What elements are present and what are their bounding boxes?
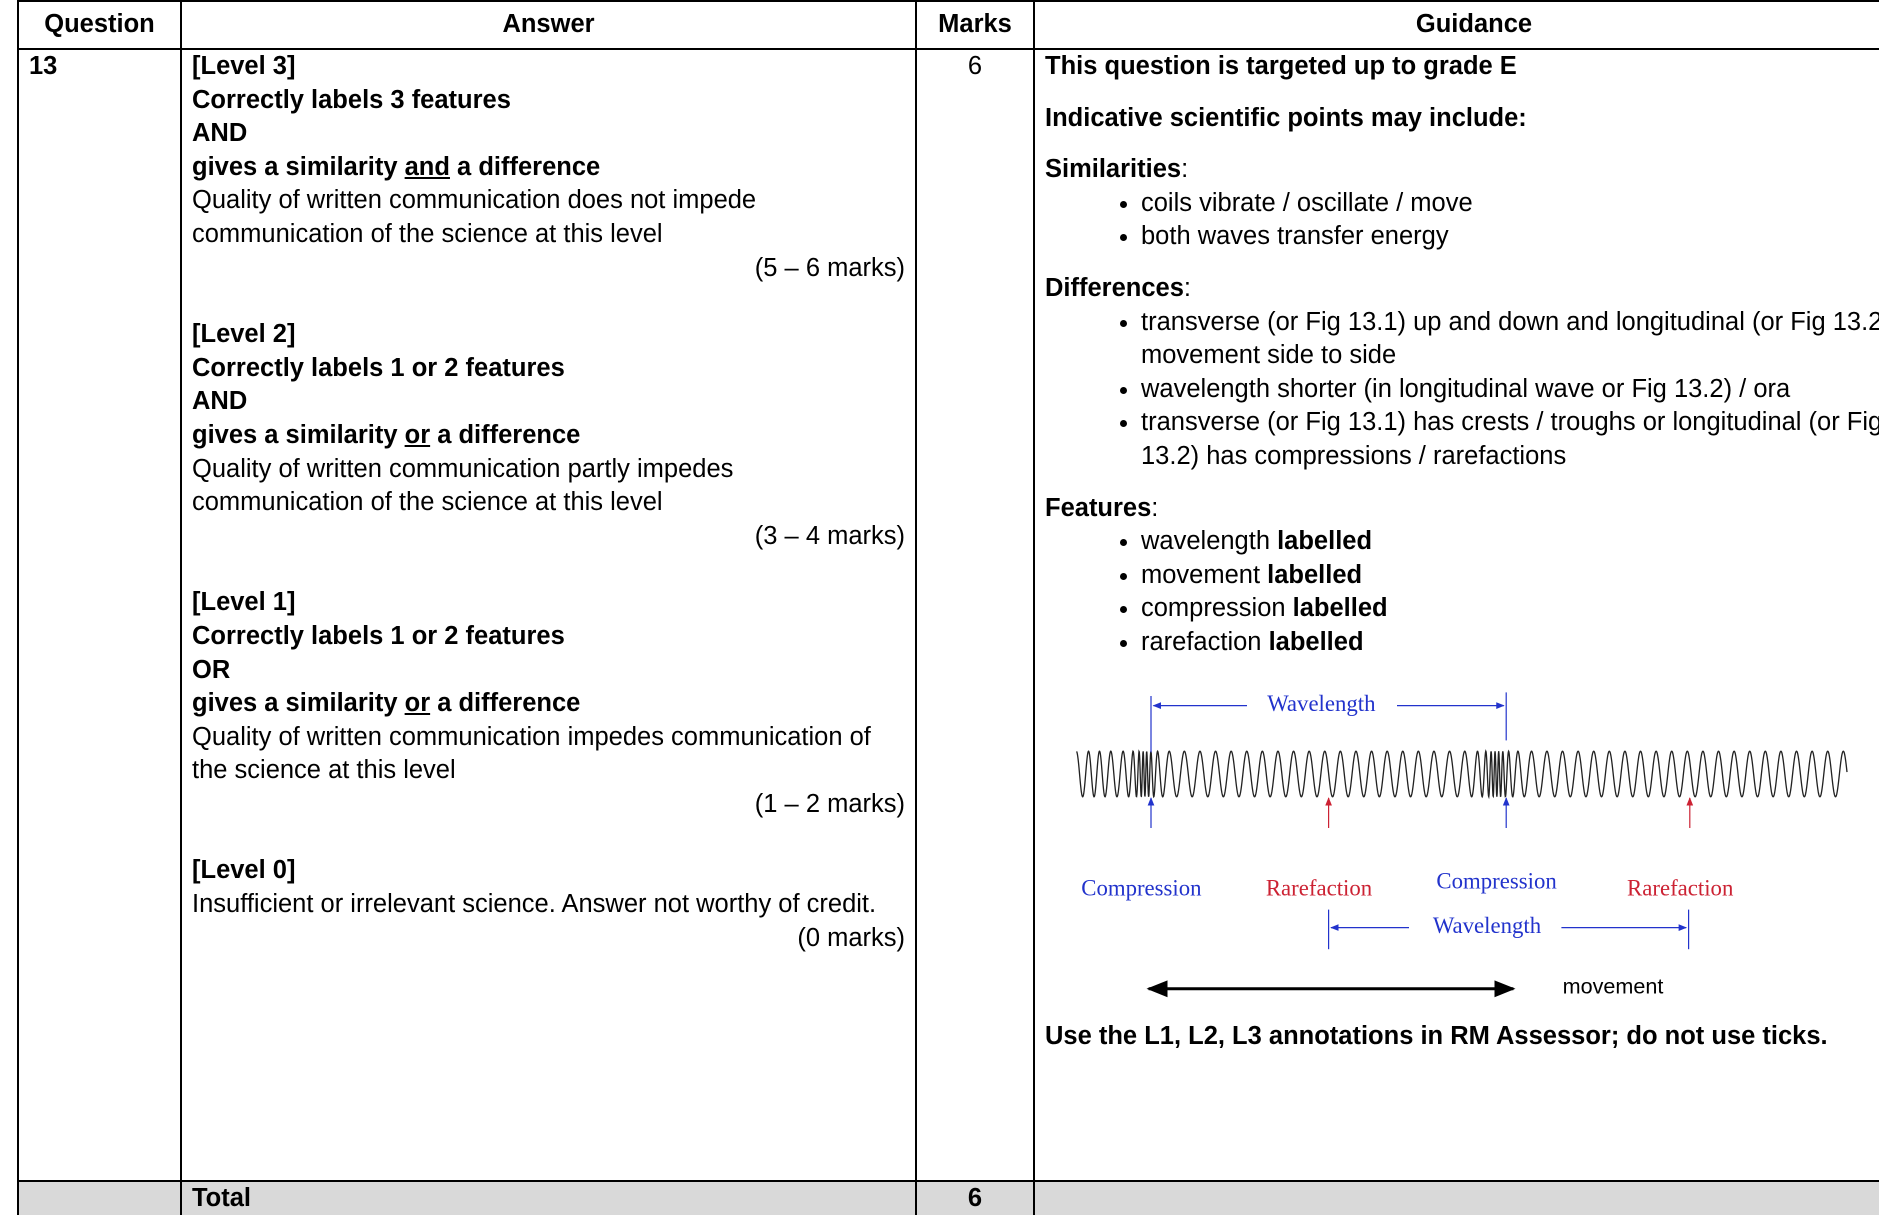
section-heading-suffix: : <box>1183 273 1191 302</box>
list-item: movement labelled <box>1141 559 1879 593</box>
criterion-text: gives a similarity <box>192 420 405 449</box>
level-criterion: Correctly labels 1 or 2 features <box>192 621 565 650</box>
header-cell: Question <box>17 0 182 50</box>
level-criterion: AND <box>192 387 248 416</box>
item-text: wavelength shorter (in longitudinal wave… <box>1141 374 1791 403</box>
level-criterion: gives a similarity or a difference <box>192 687 905 721</box>
level-description: Quality of written communication impedes… <box>192 722 871 785</box>
answer-cell: [Level 3] Correctly labels 3 features AND g… <box>180 48 917 1182</box>
criterion-text: gives a similarity <box>192 689 405 718</box>
section-list: transverse (or Fig 13.1) up and down and… <box>1045 306 1879 474</box>
guidance-target: This question is targeted up to grade E <box>1045 52 1517 80</box>
section-list: coils vibrate / oscillate / move both wav… <box>1045 187 1879 254</box>
level-title: [Level 0] <box>192 856 296 885</box>
level-criterion: Correctly labels 1 or 2 features <box>192 353 565 382</box>
rarefaction-label: Rarefaction <box>1266 875 1373 900</box>
item-text: transverse (or Fig 13.1) has crests / tr… <box>1141 408 1879 470</box>
item-text: rarefaction <box>1141 627 1269 656</box>
wavelength-label: Wavelength <box>1267 690 1376 715</box>
question-row: 13 [Level 3] Correctly labels 3 features A… <box>17 48 1879 1182</box>
criterion-underlined: or <box>404 689 431 718</box>
list-item: wavelength shorter (in longitudinal wave… <box>1141 373 1879 407</box>
header-row: Question Answer Marks Guidance <box>17 0 1879 50</box>
total-empty-cell <box>1033 1180 1879 1215</box>
section-heading-suffix: : <box>1181 155 1189 184</box>
level-criterion: gives a similarity or a difference <box>192 419 905 453</box>
total-row: Total 6 <box>17 1180 1879 1215</box>
movement-label: movement <box>1563 973 1664 998</box>
list-item: transverse (or Fig 13.1) has crests / tr… <box>1141 406 1879 473</box>
criterion-underlined: or <box>404 420 431 449</box>
rarefaction-label: Rarefaction <box>1627 875 1734 900</box>
total-empty-cell <box>17 1180 182 1215</box>
section-heading-suffix: : <box>1151 493 1159 522</box>
item-text: coils vibrate / oscillate / move <box>1141 188 1473 217</box>
item-text: movement <box>1141 560 1268 589</box>
level-description: Quality of written communication does no… <box>192 186 757 248</box>
compression-label: Compression <box>1081 875 1202 900</box>
total-marks: 6 <box>915 1180 1035 1215</box>
marks-cell: 6 <box>915 48 1035 1182</box>
wavelength-label: Wavelength <box>1433 912 1542 937</box>
section-heading-text: Features <box>1045 493 1152 522</box>
level-block: [Level 2] Correctly labels 1 or 2 feature… <box>192 318 905 553</box>
section-heading: Similarities: <box>1045 153 1879 187</box>
question-cell: 13 <box>17 48 182 1182</box>
wave <box>1075 748 1848 799</box>
section-heading-text: Similarities <box>1045 155 1182 184</box>
level-block: [Level 0] Insufficient or irrelevant scie… <box>192 854 905 955</box>
section-heading-text: Differences <box>1045 273 1184 302</box>
item-text: compression <box>1141 594 1293 623</box>
item-text: wavelength <box>1141 527 1278 556</box>
level-block: [Level 1] Correctly labels 1 or 2 feature… <box>192 586 905 821</box>
item-bold: labelled <box>1268 627 1364 656</box>
item-text: both waves transfer energy <box>1141 222 1449 251</box>
level-marks: (3 – 4 marks) <box>754 521 905 550</box>
criterion-text: a difference <box>430 689 581 718</box>
level-title: [Level 1] <box>192 588 296 617</box>
item-text: transverse (or Fig 13.1) up and down and… <box>1141 307 1879 370</box>
list-item: coils vibrate / oscillate / move <box>1141 187 1879 221</box>
header-cell: Answer <box>180 0 917 50</box>
list-item: rarefaction labelled <box>1141 626 1879 660</box>
level-criterion: gives a similarity and a difference <box>192 151 905 185</box>
criterion-text: gives a similarity <box>192 152 405 181</box>
compression-label: Compression <box>1436 868 1557 893</box>
criterion-text: a difference <box>430 420 581 449</box>
list-item: transverse (or Fig 13.1) up and down and… <box>1141 306 1879 373</box>
level-criterion: AND <box>192 119 248 148</box>
level-description: Quality of written communication partly … <box>192 454 734 517</box>
guidance-footer: Use the L1, L2, L3 annotations in RM Ass… <box>1045 1021 1828 1050</box>
section-list: wavelength labelledmovement labelledcomp… <box>1045 525 1879 659</box>
total-label: Total <box>180 1180 917 1215</box>
level-description: Insufficient or irrelevant science. Answ… <box>192 890 877 919</box>
criterion-text: a difference <box>449 152 601 181</box>
level-block: [Level 3] Correctly labels 3 features AND g… <box>192 50 905 285</box>
header-cell: Marks <box>915 0 1035 50</box>
wave-diagram: Wavelength Compression Rarefaction Compress… <box>1075 690 1848 998</box>
list-item: both waves transfer energy <box>1141 220 1879 254</box>
level-marks: (1 – 2 marks) <box>754 789 905 818</box>
header-cell: Guidance <box>1033 0 1879 50</box>
level-criterion: OR <box>192 655 231 684</box>
level-title: [Level 2] <box>192 320 296 349</box>
level-marks: (0 marks) <box>797 923 905 952</box>
guidance-cell: This question is targeted up to grade E I… <box>1033 48 1879 1182</box>
level-criterion: Correctly labels 3 features <box>192 85 511 114</box>
item-bold: labelled <box>1277 527 1373 556</box>
level-marks: (5 – 6 marks) <box>754 253 905 282</box>
list-item: wavelength labelled <box>1141 525 1879 559</box>
section-heading: Features: <box>1045 492 1879 526</box>
list-item: compression labelled <box>1141 592 1879 626</box>
level-title: [Level 3] <box>192 52 296 80</box>
item-bold: labelled <box>1292 594 1388 623</box>
item-bold: labelled <box>1267 560 1363 589</box>
section-heading: Differences: <box>1045 272 1879 306</box>
criterion-underlined: and <box>404 152 450 181</box>
guidance-intro: Indicative scientific points may include… <box>1045 103 1527 132</box>
mark-scheme-table: Question Answer Marks Guidance 13 [Level… <box>17 0 1879 1215</box>
